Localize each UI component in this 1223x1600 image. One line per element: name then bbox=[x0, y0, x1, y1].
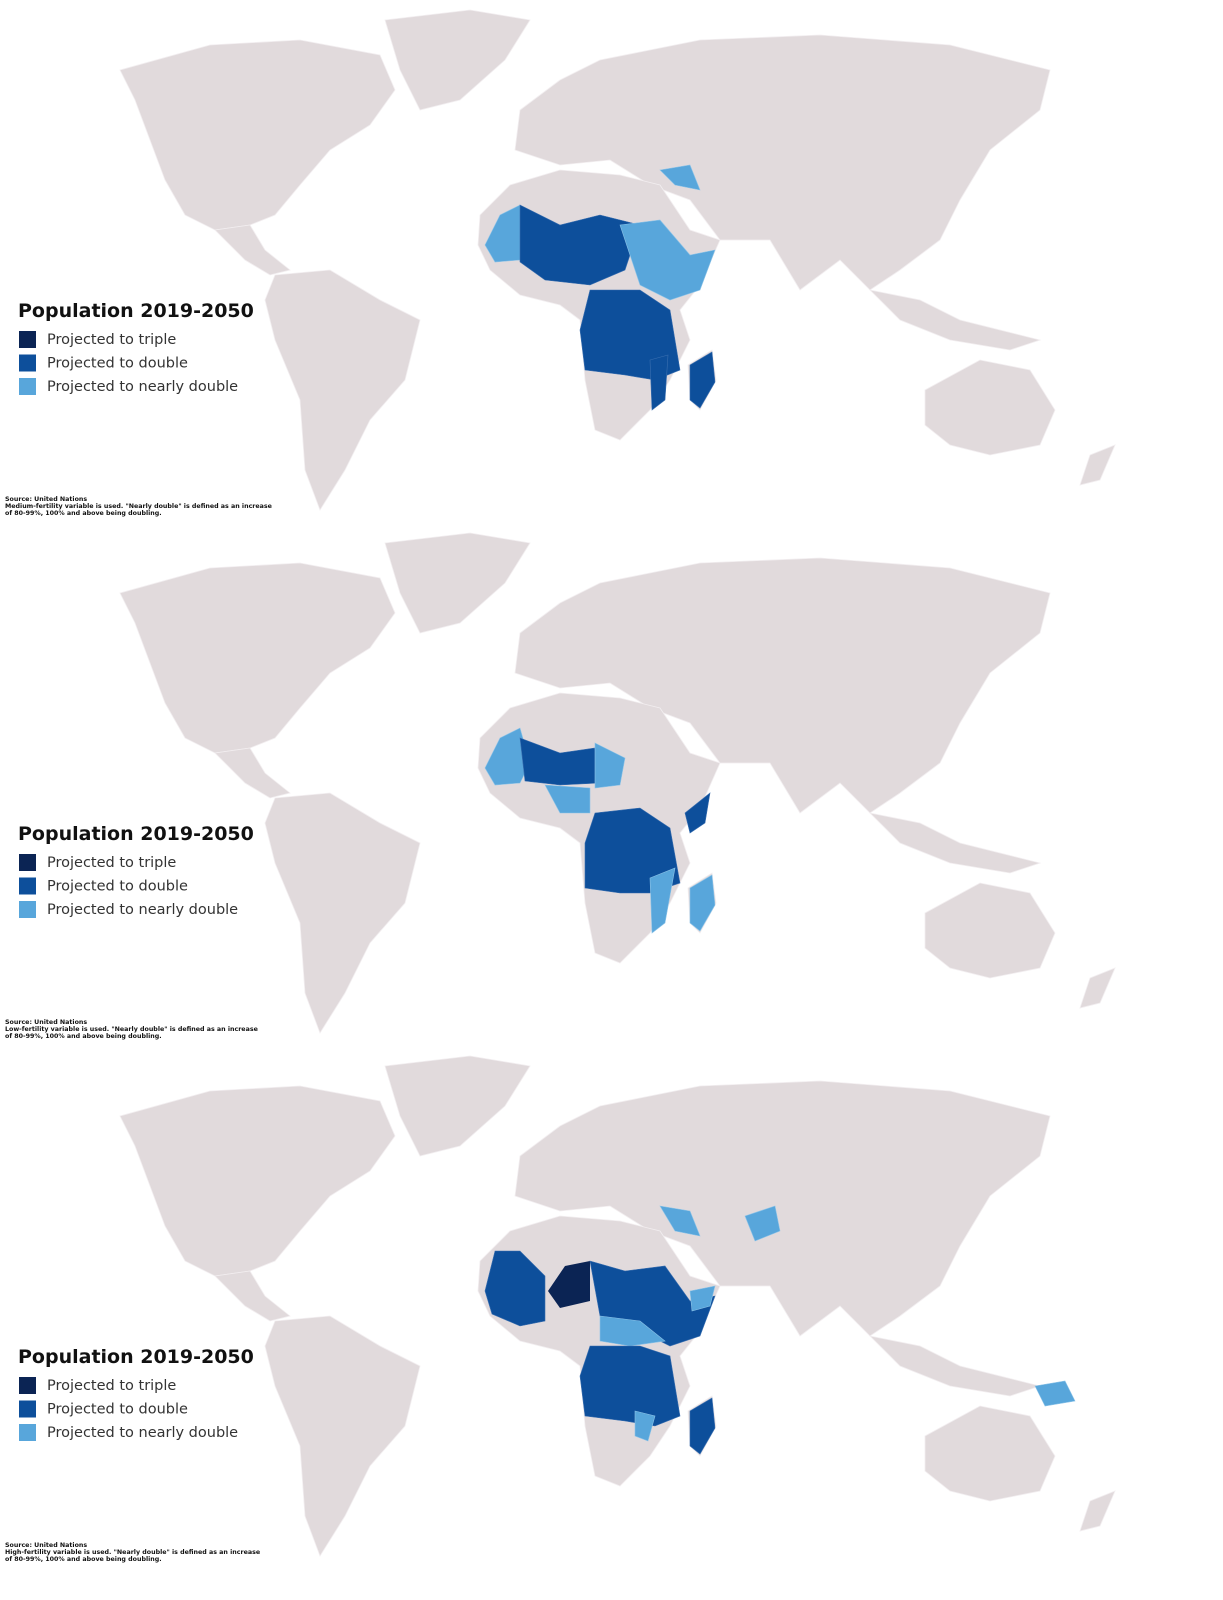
legend-swatch bbox=[19, 1377, 36, 1394]
legend-swatch bbox=[19, 1400, 36, 1418]
legend-label: Projected to triple bbox=[47, 332, 176, 348]
source-note: of 80-99%, 100% and above being doubling… bbox=[5, 1033, 162, 1040]
map-panel: Population 2019-2050 Projected to triple P… bbox=[5, 9, 1116, 517]
legend-label: Projected to double bbox=[47, 1402, 188, 1418]
legend-swatch bbox=[19, 331, 36, 348]
map-panel: Population 2019-2050 Projected to triple P… bbox=[5, 532, 1116, 1040]
legend-title: Population 2019-2050 bbox=[18, 823, 254, 845]
legend-label: Projected to nearly double bbox=[47, 379, 238, 395]
legend-label: Projected to double bbox=[47, 356, 188, 372]
source-note: Medium-fertility variable is used. "Near… bbox=[5, 503, 272, 510]
legend-swatch bbox=[19, 378, 36, 395]
legend-title: Population 2019-2050 bbox=[18, 300, 254, 322]
legend-label: Projected to double bbox=[47, 879, 188, 895]
source-note: Low-fertility variable is used. "Nearly … bbox=[5, 1026, 258, 1033]
source-note: Source: United Nations bbox=[5, 496, 87, 503]
source-note: of 80-99%, 100% and above being doubling… bbox=[5, 510, 162, 517]
source-note: of 80-99%, 100% and above being doubling… bbox=[5, 1556, 162, 1563]
legend-swatch bbox=[19, 877, 36, 895]
source-note: High-fertility variable is used. "Nearly… bbox=[5, 1549, 260, 1556]
legend-swatch bbox=[19, 901, 36, 918]
source-note: Source: United Nations bbox=[5, 1542, 87, 1549]
legend-swatch bbox=[19, 854, 36, 871]
legend-swatch bbox=[19, 1424, 36, 1441]
legend-label: Projected to nearly double bbox=[47, 1425, 238, 1441]
legend-title: Population 2019-2050 bbox=[18, 1346, 254, 1368]
legend-swatch bbox=[19, 354, 36, 372]
legend-label: Projected to nearly double bbox=[47, 902, 238, 918]
source-note: Source: United Nations bbox=[5, 1019, 87, 1026]
map-panel: Population 2019-2050 Projected to triple P… bbox=[5, 1055, 1116, 1563]
legend-label: Projected to triple bbox=[47, 855, 176, 871]
legend-label: Projected to triple bbox=[47, 1378, 176, 1394]
